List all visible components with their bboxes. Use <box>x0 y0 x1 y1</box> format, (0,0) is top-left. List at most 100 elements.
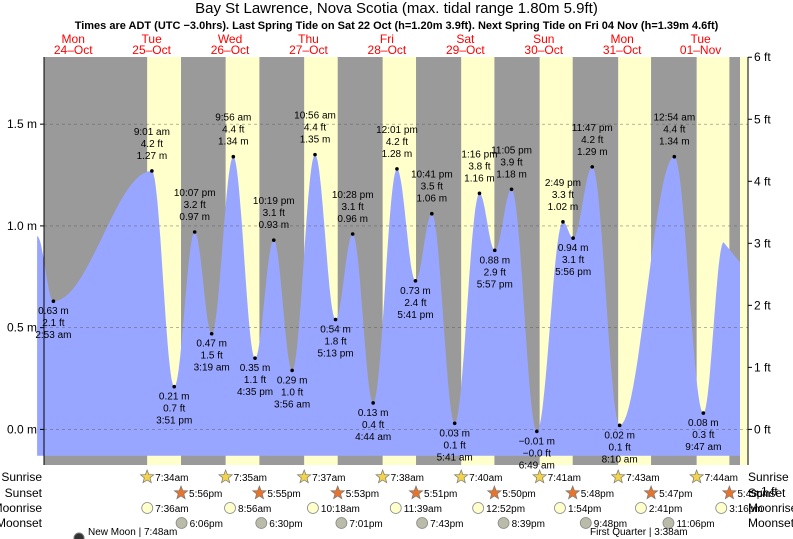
tide-label-mlabel: 1.18 m <box>496 169 527 180</box>
tide-label-tlabel: 12:54 am <box>653 113 695 124</box>
tide-point <box>590 165 595 169</box>
sunrise-time: 7:40am <box>469 473 502 484</box>
day-name-label: Sat <box>456 32 475 46</box>
tide-label-ft: 1.8 ft <box>324 337 346 348</box>
tide-label-mlabel: 0.93 m <box>258 220 289 231</box>
sunrise-star-icon <box>296 469 312 484</box>
moonset-moon-icon <box>497 517 510 529</box>
tide-label-ft: 1.0 ft <box>281 387 303 398</box>
moonset-moon-icon <box>255 517 268 529</box>
moonset-moon-icon <box>335 517 348 529</box>
sunset-star-icon <box>721 485 737 500</box>
day-date-label: 27–Oct <box>289 43 328 57</box>
tide-label-tlabel: 2:49 pm <box>545 178 581 189</box>
tide-label-tlabel: 12:01 pm <box>376 125 418 136</box>
tide-point <box>371 401 375 405</box>
day-date-label: 29–Oct <box>446 43 485 57</box>
moonrise-row-label: Moonrise <box>0 501 42 515</box>
tide-label-ft: 3.1 ft <box>342 202 364 213</box>
tide-point <box>492 248 497 253</box>
tide-point <box>150 169 154 173</box>
axes: 0.0 m 0.5 m 1.0 m 1.5 m −1 ft 0 ft 1 ft 2 ft 3 f… <box>7 50 778 498</box>
sunrise-time: 7:37am <box>312 473 345 484</box>
moonrise-time: 1:54pm <box>568 504 601 515</box>
tide-label-tlabel: 9:01 am <box>134 127 170 138</box>
moonrise-time: 11:39am <box>404 504 442 515</box>
tide-label-tlabel: 3:19 am <box>194 363 230 374</box>
tide-label-ft: 0.1 ft <box>444 440 466 451</box>
tide-point <box>561 220 565 224</box>
day-name-label: Mon <box>610 32 633 46</box>
moonset-row-label-right: Moonset <box>748 516 793 530</box>
sunrise-time: 7:34am <box>155 473 188 484</box>
tide-label-ft: 2.9 ft <box>484 267 506 278</box>
tide-label-ft: 0.3 ft <box>692 430 714 441</box>
moonrise-time: 2:41pm <box>649 504 682 515</box>
moonrise-time: 10:18am <box>321 504 360 515</box>
tide-label-tlabel: 10:41 pm <box>411 170 453 181</box>
tide-label-mlabel: 0.03 m <box>439 428 470 439</box>
sunset-star-icon <box>251 485 267 500</box>
tide-point <box>413 279 418 283</box>
astronomy-rows: Sunrise Sunrise 7:34am 7:35am 7:37am 7:38am 7:… <box>0 469 793 539</box>
tide-label-mlabel: 0.02 m <box>604 430 635 441</box>
right-tick-label: 1 ft <box>754 360 771 374</box>
tide-point <box>192 230 197 234</box>
chart-subtitle: Times are ADT (UTC −3.0hrs). Last Spring… <box>75 20 719 32</box>
sunrise-row-label-right: Sunrise <box>748 470 789 484</box>
tide-label-mlabel: 0.47 m <box>196 339 227 350</box>
day-date-label: 31–Oct <box>603 43 642 57</box>
tide-label-tlabel: 6:49 am <box>519 460 555 471</box>
tide-point <box>253 356 257 360</box>
right-tick-label: 4 ft <box>754 174 771 188</box>
tide-label-tlabel: 4:44 am <box>355 432 391 443</box>
moonset-row-label: Moonset <box>0 516 43 530</box>
tide-label-tlabel: 10:56 am <box>294 111 336 122</box>
tide-curve <box>37 154 741 456</box>
day-date-label: 26–Oct <box>211 43 250 57</box>
moonset-time: 9:48pm <box>594 519 627 530</box>
tide-label-mlabel: 0.73 m <box>400 286 431 297</box>
tide-area <box>37 154 741 456</box>
moonrise-moon-icon <box>554 502 566 514</box>
tide-point <box>701 411 706 415</box>
tide-point <box>313 152 317 157</box>
right-tick-label: 3 ft <box>754 236 771 250</box>
tide-label-mlabel: 0.13 m <box>358 408 389 419</box>
tide-label-mlabel: −0.01 m <box>519 436 555 447</box>
tide-label-ft: 3.8 ft <box>468 161 490 172</box>
tide-label-ft: 4.4 ft <box>222 125 244 136</box>
tide-label-mlabel: 0.96 m <box>337 214 368 225</box>
tide-label-tlabel: 11:47 pm <box>572 123 613 134</box>
tide-label-ft: 0.7 ft <box>163 404 185 415</box>
tide-label-tlabel: 5:56 pm <box>555 267 591 278</box>
right-tick-label: 0 ft <box>754 422 771 436</box>
moonrise-moon-icon <box>307 502 319 514</box>
sunset-row-label: Sunset <box>5 486 43 500</box>
tide-label-mlabel: 0.35 m <box>240 363 271 374</box>
tide-label-tlabel: 9:56 am <box>215 113 251 124</box>
tide-point <box>209 331 214 336</box>
sunset-star-icon <box>486 485 502 500</box>
tide-label-mlabel: 0.08 m <box>688 418 719 429</box>
sunset-time: 5:53pm <box>346 489 379 500</box>
first-quarter-label: First Quarter | 3:38am <box>590 527 688 538</box>
tide-label-ft: 1.5 ft <box>201 351 223 362</box>
sunrise-time: 7:38am <box>391 473 424 484</box>
tide-point <box>477 191 482 196</box>
day-date-label: 30–Oct <box>524 43 563 57</box>
sunrise-star-icon <box>689 469 705 484</box>
sunset-star-icon <box>643 485 659 500</box>
day-name-label: Tue <box>690 32 711 46</box>
moonrise-time: 7:36am <box>155 504 188 515</box>
day-date-label: 28–Oct <box>368 43 407 57</box>
moonset-time: 7:01pm <box>349 519 382 530</box>
tide-point <box>617 423 622 428</box>
tide-label-tlabel: 5:13 pm <box>317 349 353 360</box>
left-tick-label: 1.5 m <box>7 117 37 131</box>
moonrise-time: 8:56am <box>238 504 271 515</box>
tide-label-ft: 3.1 ft <box>263 208 285 219</box>
right-tick-label: −1 ft <box>754 484 778 498</box>
tide-label-tlabel: 3:56 am <box>274 399 310 410</box>
sunset-time: 5:50pm <box>502 489 535 500</box>
